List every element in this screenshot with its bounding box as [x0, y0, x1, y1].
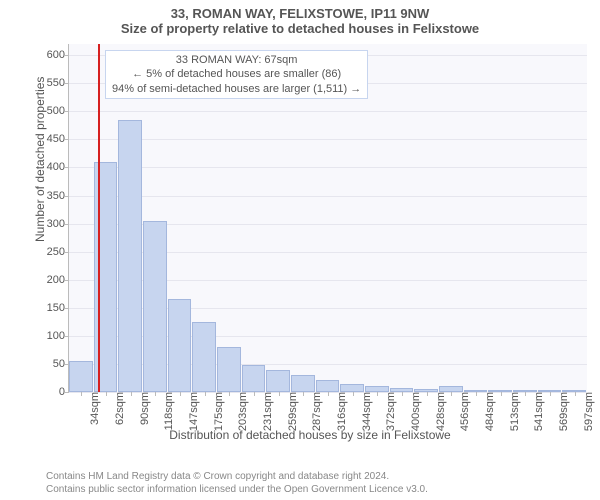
chart-container: 33, ROMAN WAY, FELIXSTOWE, IP11 9NW Size… — [0, 0, 600, 500]
x-tick-label: 428sqm — [431, 392, 447, 431]
annotation-line2: ← 5% of detached houses are smaller (86) — [112, 67, 361, 81]
y-tick — [65, 392, 69, 393]
bar — [340, 384, 364, 392]
bar — [266, 370, 290, 392]
x-tick-label: 287sqm — [307, 392, 323, 431]
x-axis-title: Distribution of detached houses by size … — [34, 428, 586, 442]
x-tick — [550, 392, 551, 396]
annotation-box: 33 ROMAN WAY: 67sqm ← 5% of detached hou… — [105, 50, 368, 99]
x-tick — [279, 392, 280, 396]
x-tick — [81, 392, 82, 396]
y-tick — [65, 336, 69, 337]
chart-subtitle: Size of property relative to detached ho… — [0, 21, 600, 40]
x-tick — [476, 392, 477, 396]
gridline — [69, 139, 587, 140]
annotation-line3: 94% of semi-detached houses are larger (… — [112, 82, 361, 96]
x-tick-label: 513sqm — [505, 392, 521, 431]
x-tick — [353, 392, 354, 396]
annotation-line1: 33 ROMAN WAY: 67sqm — [112, 53, 361, 67]
x-tick-label: 231sqm — [258, 392, 274, 431]
x-tick — [451, 392, 452, 396]
x-tick-label: 118sqm — [159, 392, 175, 430]
x-tick-label: 597sqm — [579, 392, 595, 431]
bar — [69, 361, 93, 392]
x-tick — [525, 392, 526, 396]
y-tick — [65, 83, 69, 84]
x-tick-label: 90sqm — [135, 392, 151, 425]
x-tick — [501, 392, 502, 396]
y-tick — [65, 308, 69, 309]
chart-title: 33, ROMAN WAY, FELIXSTOWE, IP11 9NW — [0, 0, 600, 21]
y-tick — [65, 55, 69, 56]
x-tick — [155, 392, 156, 396]
x-tick-label: 484sqm — [480, 392, 496, 431]
x-tick — [229, 392, 230, 396]
bar — [143, 221, 167, 392]
bar — [242, 365, 266, 392]
x-tick-label: 259sqm — [283, 392, 299, 431]
x-tick — [377, 392, 378, 396]
x-tick — [131, 392, 132, 396]
y-tick — [65, 252, 69, 253]
x-tick-label: 62sqm — [110, 392, 126, 425]
gridline — [69, 167, 587, 168]
x-tick-label: 203sqm — [233, 392, 249, 431]
x-tick-label: 400sqm — [406, 392, 422, 431]
x-tick — [427, 392, 428, 396]
bar — [316, 380, 340, 392]
y-tick — [65, 196, 69, 197]
bar — [118, 120, 142, 392]
x-tick — [205, 392, 206, 396]
x-tick-label: 175sqm — [209, 392, 225, 431]
gridline — [69, 111, 587, 112]
y-tick — [65, 224, 69, 225]
footer-line2: Contains public sector information licen… — [46, 484, 428, 497]
reference-line — [98, 44, 100, 392]
x-tick — [402, 392, 403, 396]
y-tick — [65, 139, 69, 140]
x-tick — [254, 392, 255, 396]
bar — [168, 299, 192, 392]
footer-line1: Contains HM Land Registry data © Crown c… — [46, 471, 428, 484]
y-tick — [65, 280, 69, 281]
x-tick-label: 456sqm — [455, 392, 471, 431]
y-tick — [65, 111, 69, 112]
plot-area: 05010015020025030035040045050055060034sq… — [68, 44, 587, 393]
x-tick-label: 372sqm — [381, 392, 397, 431]
x-tick-label: 34sqm — [85, 392, 101, 425]
bar — [217, 347, 241, 392]
chart-area: Number of detached properties 0501001502… — [34, 44, 586, 440]
x-tick — [303, 392, 304, 396]
footer: Contains HM Land Registry data © Crown c… — [46, 471, 428, 496]
x-tick-label: 344sqm — [357, 392, 373, 431]
bar — [291, 375, 315, 392]
x-tick — [328, 392, 329, 396]
x-tick-label: 316sqm — [332, 392, 348, 431]
x-tick — [575, 392, 576, 396]
x-tick — [106, 392, 107, 396]
x-tick-label: 569sqm — [554, 392, 570, 431]
x-tick-label: 541sqm — [529, 392, 545, 431]
gridline — [69, 196, 587, 197]
y-axis-title: Number of detached properties — [33, 77, 47, 242]
x-tick-label: 147sqm — [184, 392, 200, 431]
x-tick — [180, 392, 181, 396]
bar — [192, 322, 216, 392]
y-tick — [65, 167, 69, 168]
